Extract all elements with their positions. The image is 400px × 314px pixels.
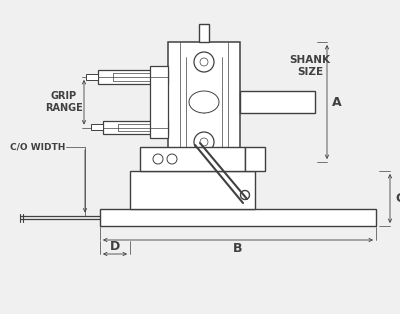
Bar (150, 66, 168, 138)
Text: B: B (233, 241, 243, 255)
Bar (240, 91, 315, 113)
Bar (100, 209, 376, 226)
Text: SHANK
SIZE: SHANK SIZE (290, 55, 330, 77)
Circle shape (194, 132, 214, 152)
Circle shape (200, 138, 208, 146)
Text: C/O WIDTH: C/O WIDTH (10, 143, 65, 151)
Circle shape (194, 52, 214, 72)
Bar (130, 171, 255, 209)
Text: D: D (110, 241, 120, 253)
Bar (140, 147, 245, 171)
Bar (86, 74, 98, 80)
Bar (98, 70, 168, 84)
Circle shape (153, 154, 163, 164)
Bar (91, 124, 103, 130)
Bar (245, 147, 265, 171)
Bar (168, 42, 240, 162)
Text: A: A (332, 95, 342, 109)
Text: GRIP
RANGE: GRIP RANGE (45, 91, 83, 113)
Text: C: C (395, 192, 400, 205)
Circle shape (200, 58, 208, 66)
Ellipse shape (189, 91, 219, 113)
Circle shape (167, 154, 177, 164)
Bar (199, 24, 209, 42)
Bar (103, 121, 168, 134)
